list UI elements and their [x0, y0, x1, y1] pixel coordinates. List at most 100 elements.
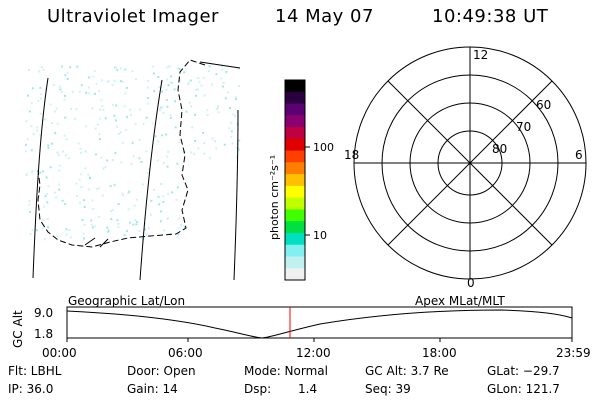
emission-dot: [157, 159, 160, 162]
emission-dot: [215, 73, 218, 76]
emission-dot: [117, 226, 120, 229]
emission-dot: [83, 223, 86, 226]
emission-dot: [74, 117, 77, 120]
emission-dot: [25, 150, 27, 153]
emission-dot: [123, 234, 126, 237]
emission-dot: [125, 128, 127, 131]
emission-dot: [68, 157, 70, 160]
emission-dot: [106, 226, 109, 229]
emission-dot: [83, 237, 85, 240]
meridian-line: [233, 109, 239, 281]
emission-dot: [95, 187, 98, 190]
emission-dot: [68, 229, 71, 231]
colorbar-segment: [285, 127, 305, 140]
emission-dot: [152, 72, 155, 75]
emission-dot: [120, 67, 123, 70]
colorbar: 100 10 photon cm⁻²s⁻¹: [268, 79, 334, 281]
emission-dot: [44, 195, 47, 197]
emission-dot: [161, 195, 164, 198]
colorbar-segment: [285, 197, 305, 210]
emission-dot: [107, 228, 110, 231]
emission-dot: [135, 78, 137, 81]
emission-dot: [40, 93, 43, 96]
emission-dot: [29, 232, 32, 235]
emission-dot: [79, 201, 81, 204]
emission-dot: [64, 116, 67, 119]
emission-dot: [52, 84, 55, 86]
emission-dot: [235, 98, 237, 101]
emission-dot: [162, 162, 165, 164]
emission-dot: [111, 84, 114, 87]
colorbar-segment: [285, 209, 305, 222]
emission-dot: [102, 108, 105, 111]
emission-dot: [133, 204, 136, 207]
emission-dot: [157, 195, 160, 198]
date-label: 14 May 07: [275, 6, 374, 27]
instrument-title: Ultraviolet Imager: [47, 6, 219, 27]
emission-dot: [206, 113, 209, 116]
emission-dot: [166, 155, 169, 158]
colorbar-gradient: [285, 80, 305, 281]
emission-dot: [157, 76, 160, 78]
emission-dot: [95, 82, 98, 85]
emission-dot: [123, 105, 126, 108]
emission-dot: [184, 225, 186, 228]
emission-dot: [177, 227, 180, 230]
emission-dot: [178, 67, 181, 70]
emission-dot: [69, 66, 72, 69]
emission-dot: [59, 85, 61, 88]
emission-dot: [126, 230, 128, 232]
emission-dot: [85, 91, 88, 94]
emission-dot: [87, 188, 90, 191]
emission-dot: [237, 148, 240, 151]
emission-dot: [124, 92, 127, 95]
emission-dot: [227, 91, 230, 94]
emission-dot: [221, 68, 224, 71]
emission-dot: [69, 236, 72, 239]
emission-dot: [91, 107, 94, 110]
emission-dot: [54, 132, 57, 135]
emission-dot: [177, 233, 180, 236]
emission-dot: [194, 140, 196, 142]
emission-dot: [80, 173, 83, 176]
emission-dot: [39, 171, 42, 174]
emission-dot: [80, 84, 83, 87]
emission-dot: [178, 79, 181, 82]
emission-dot: [93, 70, 96, 73]
emission-dot: [41, 170, 44, 173]
emission-dot: [57, 154, 60, 157]
emission-dot: [230, 135, 233, 138]
emission-dot: [221, 85, 224, 88]
emission-dot: [222, 81, 225, 84]
emission-dot: [82, 232, 85, 235]
emission-dot: [135, 198, 138, 201]
mlt-line-diag-2: [387, 80, 553, 246]
emission-dot: [139, 108, 142, 111]
emission-dot: [98, 215, 101, 218]
emission-dot: [148, 226, 151, 229]
emission-dot: [187, 81, 190, 84]
emission-dot: [60, 91, 63, 93]
emission-dot: [132, 155, 135, 158]
emission-dot: [217, 111, 220, 114]
emission-dot: [140, 161, 143, 163]
emission-dot: [30, 149, 33, 152]
emission-dot: [163, 229, 166, 232]
emission-dot: [165, 133, 168, 136]
emission-dot: [100, 156, 103, 159]
emission-dot: [147, 79, 150, 82]
emission-dot: [94, 127, 97, 130]
auroral-emission-dots: [25, 65, 241, 241]
emission-dot: [211, 137, 214, 140]
emission-dot: [46, 201, 49, 204]
emission-dot: [237, 67, 240, 70]
ip-info: IP: 36.0: [8, 382, 54, 396]
emission-dot: [119, 131, 122, 134]
emission-dot: [28, 69, 30, 72]
coastline: [84, 237, 109, 248]
emission-dot: [211, 83, 214, 86]
emission-dot: [138, 230, 141, 232]
emission-dot: [195, 88, 197, 91]
emission-dot: [134, 122, 137, 125]
emission-dot: [203, 142, 206, 144]
